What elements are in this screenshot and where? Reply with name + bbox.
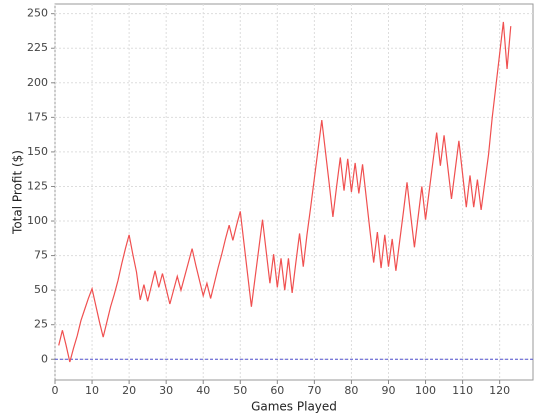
x-tick-label: 30: [159, 384, 173, 397]
x-tick-label: 10: [85, 384, 99, 397]
x-tick-label: 50: [233, 384, 247, 397]
x-tick-label: 0: [52, 384, 59, 397]
y-tick-label: 225: [27, 41, 48, 54]
x-tick-label: 20: [122, 384, 136, 397]
y-tick-label: 0: [41, 352, 48, 365]
y-tick-label: 25: [34, 318, 48, 331]
x-tick-label: 70: [307, 384, 321, 397]
x-tick-label: 80: [344, 384, 358, 397]
y-tick-label: 150: [27, 145, 48, 158]
plot-area: [54, 3, 534, 381]
y-tick-label: 250: [27, 7, 48, 20]
x-tick-label: 120: [489, 384, 510, 397]
y-tick-label: 125: [27, 179, 48, 192]
y-tick-label: 50: [34, 283, 48, 296]
x-tick-label: 100: [415, 384, 436, 397]
y-tick-label: 75: [34, 249, 48, 262]
y-tick-label: 100: [27, 214, 48, 227]
y-axis-title: Total Profit ($): [11, 150, 25, 235]
data-line: [58, 21, 512, 363]
y-tick-label: 200: [27, 76, 48, 89]
x-tick-label: 90: [381, 384, 395, 397]
x-tick-label: 110: [452, 384, 473, 397]
x-axis-title: Games Played: [251, 400, 337, 414]
x-tick-label: 60: [270, 384, 284, 397]
x-tick-label: 40: [196, 384, 210, 397]
y-tick-label: 175: [27, 110, 48, 123]
